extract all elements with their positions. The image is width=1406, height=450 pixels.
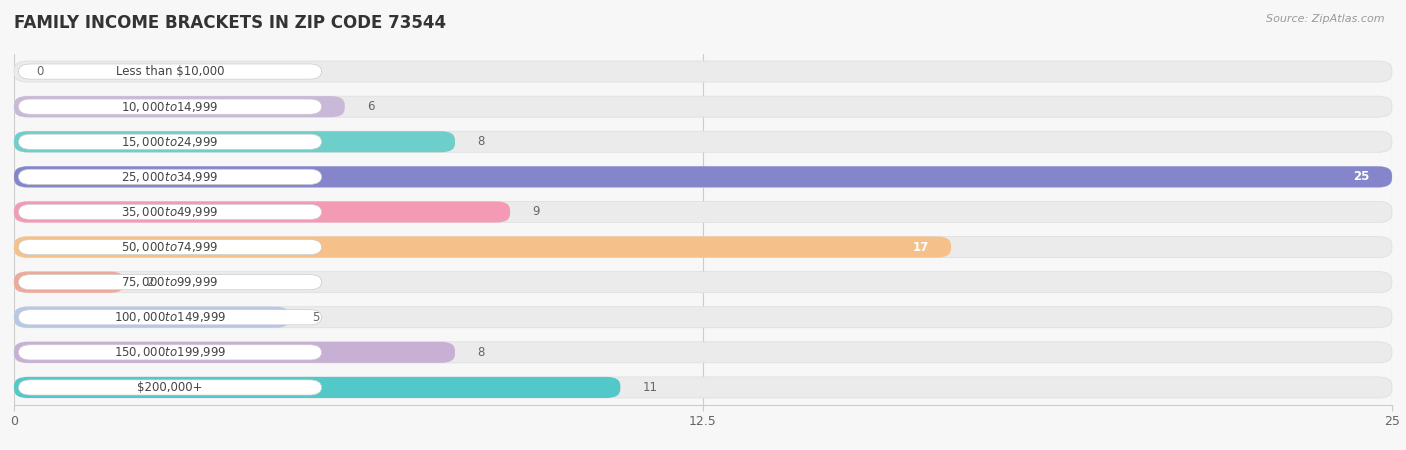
FancyBboxPatch shape [18, 274, 322, 290]
Text: 9: 9 [531, 206, 540, 218]
FancyBboxPatch shape [14, 202, 510, 222]
FancyBboxPatch shape [18, 380, 322, 395]
FancyBboxPatch shape [14, 131, 1392, 152]
FancyBboxPatch shape [14, 202, 1392, 222]
FancyBboxPatch shape [14, 307, 1392, 328]
Text: 25: 25 [1354, 171, 1369, 183]
FancyBboxPatch shape [14, 166, 1392, 187]
FancyBboxPatch shape [18, 99, 322, 114]
Text: 6: 6 [367, 100, 374, 113]
FancyBboxPatch shape [14, 377, 1392, 398]
FancyBboxPatch shape [18, 310, 322, 325]
FancyBboxPatch shape [14, 342, 1392, 363]
Text: $35,000 to $49,999: $35,000 to $49,999 [121, 205, 219, 219]
FancyBboxPatch shape [14, 96, 1392, 117]
FancyBboxPatch shape [14, 166, 1392, 187]
Text: 17: 17 [912, 241, 929, 253]
Text: $75,000 to $99,999: $75,000 to $99,999 [121, 275, 219, 289]
Text: $25,000 to $34,999: $25,000 to $34,999 [121, 170, 219, 184]
FancyBboxPatch shape [14, 377, 620, 398]
FancyBboxPatch shape [18, 64, 322, 79]
Text: Less than $10,000: Less than $10,000 [115, 65, 225, 78]
Text: 8: 8 [477, 346, 485, 359]
FancyBboxPatch shape [14, 272, 124, 292]
FancyBboxPatch shape [14, 61, 1392, 82]
Text: $150,000 to $199,999: $150,000 to $199,999 [114, 345, 226, 360]
Text: $15,000 to $24,999: $15,000 to $24,999 [121, 135, 219, 149]
FancyBboxPatch shape [14, 96, 344, 117]
Text: 8: 8 [477, 135, 485, 148]
FancyBboxPatch shape [18, 239, 322, 255]
Text: $100,000 to $149,999: $100,000 to $149,999 [114, 310, 226, 324]
FancyBboxPatch shape [14, 237, 950, 257]
FancyBboxPatch shape [14, 237, 1392, 257]
Text: 2: 2 [146, 276, 153, 288]
FancyBboxPatch shape [18, 169, 322, 184]
Text: 11: 11 [643, 381, 658, 394]
FancyBboxPatch shape [14, 342, 456, 363]
FancyBboxPatch shape [14, 307, 290, 328]
FancyBboxPatch shape [18, 134, 322, 149]
FancyBboxPatch shape [14, 272, 1392, 292]
Text: $10,000 to $14,999: $10,000 to $14,999 [121, 99, 219, 114]
FancyBboxPatch shape [14, 131, 456, 152]
Text: FAMILY INCOME BRACKETS IN ZIP CODE 73544: FAMILY INCOME BRACKETS IN ZIP CODE 73544 [14, 14, 446, 32]
Text: Source: ZipAtlas.com: Source: ZipAtlas.com [1267, 14, 1385, 23]
Text: 0: 0 [37, 65, 44, 78]
Text: 5: 5 [312, 311, 319, 324]
FancyBboxPatch shape [18, 345, 322, 360]
Text: $50,000 to $74,999: $50,000 to $74,999 [121, 240, 219, 254]
FancyBboxPatch shape [18, 204, 322, 220]
Text: $200,000+: $200,000+ [138, 381, 202, 394]
